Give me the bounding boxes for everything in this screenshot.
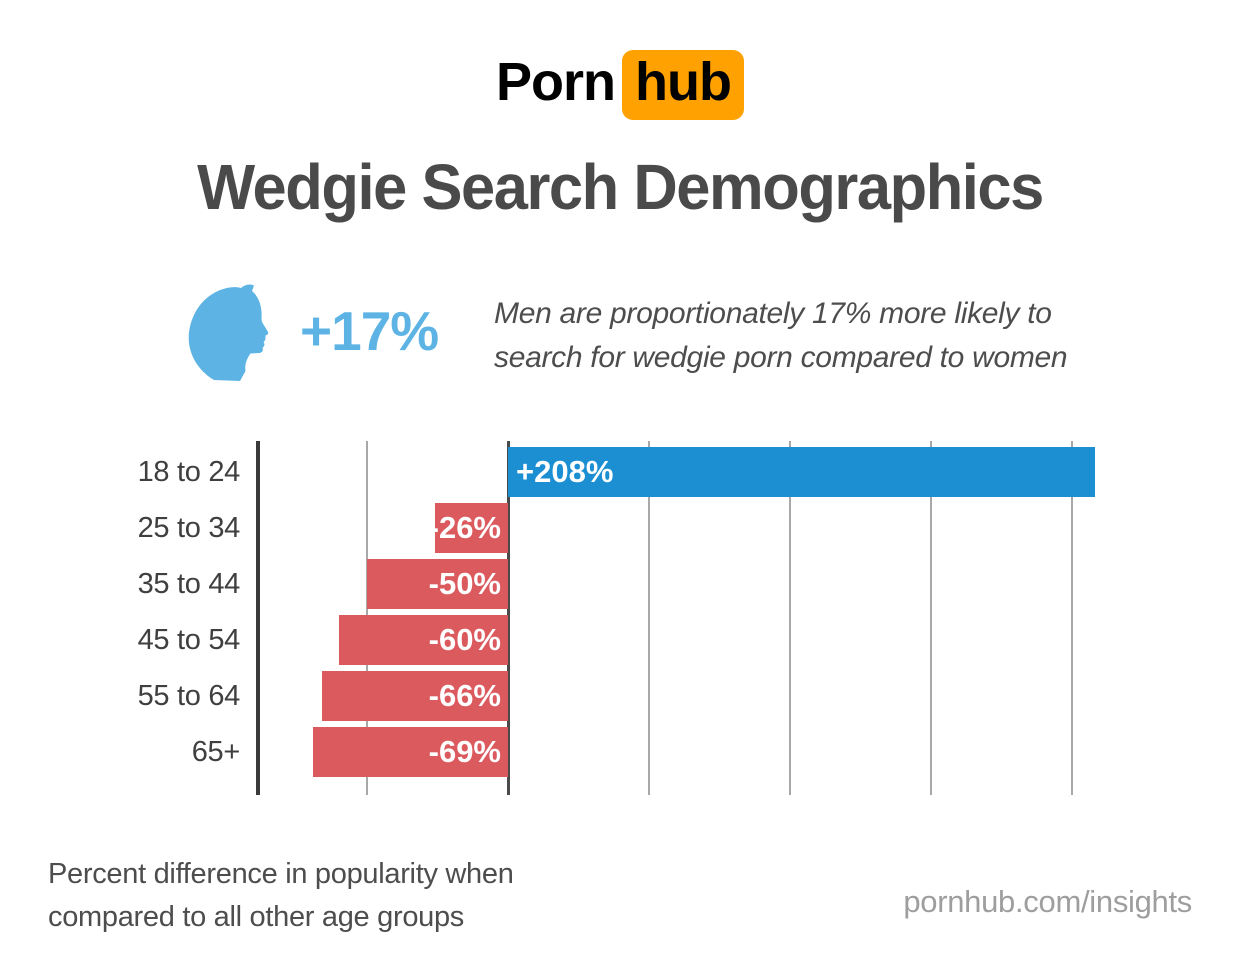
bar-65+: -69% [313, 727, 508, 777]
category-label-18-to-24: 18 to 24 [137, 456, 241, 488]
bar-35-to-44: -50% [367, 559, 508, 609]
y-axis-line [256, 441, 260, 795]
pornhub-logo: Porn hub [0, 50, 1240, 120]
plot-area: +208% -26% -50% -60% -66% -69% [256, 441, 1192, 795]
category-label-35-to-44: 35 to 44 [137, 568, 241, 600]
footnote-line1: Percent difference in popularity when [48, 858, 514, 890]
highlight-value: +17% [300, 300, 439, 362]
page-title: Wedgie Search Demographics [197, 151, 1044, 223]
gridline-100 [789, 441, 791, 795]
logo-text-porn: Porn [496, 52, 616, 112]
bar-value-label: +208% [516, 454, 614, 489]
bar-value-label: -50% [428, 566, 501, 601]
category-label-65+: 65+ [191, 736, 241, 768]
bar-25-to-34: -26% [429, 503, 508, 553]
bar-value-label: -69% [428, 734, 501, 769]
highlight-description-line2: search for wedgie porn compared to women [494, 341, 1068, 374]
category-label-45-to-54: 45 to 54 [137, 624, 241, 656]
source-url: pornhub.com/insights [903, 884, 1192, 919]
bar-18-to-24: +208% [508, 447, 1095, 497]
logo-hub-badge: hub [622, 50, 744, 120]
male-head-profile-icon [188, 284, 269, 381]
highlight-description: Men are proportionately 17% more likely … [494, 292, 1068, 380]
gridline-200 [1071, 441, 1073, 795]
bar-value-label: -26% [428, 510, 501, 545]
y-axis-labels: 18 to 24 25 to 34 35 to 44 45 to 54 55 to 64… [0, 441, 241, 795]
highlight-description-line1: Men are proportionately 17% more likely … [494, 297, 1052, 330]
bar-45-to-54: -60% [339, 615, 508, 665]
bar-value-label: -60% [428, 622, 501, 657]
gridline-150 [930, 441, 932, 795]
footnote: Percent difference in popularity when co… [48, 853, 514, 939]
bar-value-label: -66% [428, 678, 501, 713]
category-label-55-to-64: 55 to 64 [137, 680, 241, 712]
footnote-line2: compared to all other age groups [48, 901, 464, 933]
gridline-50 [648, 441, 650, 795]
category-label-25-to-34: 25 to 34 [137, 512, 241, 544]
bar-55-to-64: -66% [322, 671, 508, 721]
zero-gridline [507, 441, 510, 795]
